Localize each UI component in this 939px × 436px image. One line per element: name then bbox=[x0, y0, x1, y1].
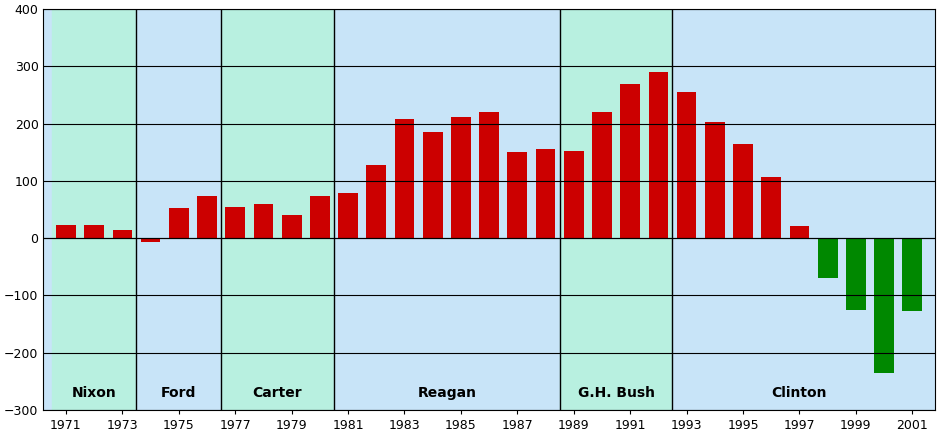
Bar bbox=[136, 9, 221, 410]
Bar bbox=[334, 9, 560, 410]
Bar bbox=[52, 9, 136, 410]
Bar bbox=[535, 150, 555, 238]
Text: Carter: Carter bbox=[253, 385, 302, 400]
Bar bbox=[254, 204, 273, 238]
Bar bbox=[366, 165, 386, 238]
Bar bbox=[846, 238, 866, 310]
Bar bbox=[818, 238, 838, 278]
Bar bbox=[197, 196, 217, 238]
Bar bbox=[507, 152, 527, 238]
Bar bbox=[310, 196, 330, 238]
Bar bbox=[394, 119, 414, 238]
Bar bbox=[423, 132, 442, 238]
Bar bbox=[564, 150, 584, 238]
Bar bbox=[225, 207, 245, 238]
Bar bbox=[56, 225, 76, 238]
Bar bbox=[790, 225, 809, 238]
Text: Reagan: Reagan bbox=[417, 385, 476, 400]
Bar bbox=[85, 225, 104, 238]
Text: Nixon: Nixon bbox=[71, 385, 116, 400]
Text: Ford: Ford bbox=[162, 385, 196, 400]
Bar bbox=[221, 9, 334, 410]
Text: Clinton: Clinton bbox=[772, 385, 827, 400]
Bar bbox=[874, 238, 894, 373]
Bar bbox=[141, 238, 161, 242]
Bar bbox=[677, 92, 697, 238]
Bar bbox=[762, 177, 781, 238]
Bar bbox=[282, 215, 301, 238]
Bar bbox=[451, 117, 470, 238]
Bar bbox=[338, 193, 358, 238]
Bar bbox=[621, 84, 640, 238]
Bar bbox=[733, 144, 753, 238]
Bar bbox=[113, 229, 132, 238]
Bar bbox=[672, 9, 927, 410]
Bar bbox=[169, 208, 189, 238]
Bar bbox=[560, 9, 672, 410]
Bar bbox=[902, 238, 922, 311]
Bar bbox=[649, 72, 669, 238]
Bar bbox=[479, 112, 499, 238]
Text: G.H. Bush: G.H. Bush bbox=[577, 385, 654, 400]
Bar bbox=[593, 112, 612, 238]
Bar bbox=[705, 122, 725, 238]
